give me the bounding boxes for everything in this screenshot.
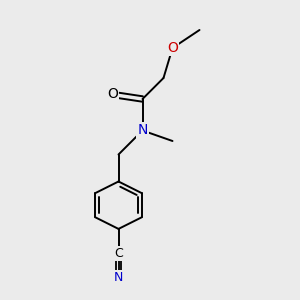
Text: N: N <box>137 124 148 137</box>
Text: O: O <box>107 88 118 101</box>
Text: N: N <box>114 271 123 284</box>
Text: C: C <box>114 247 123 260</box>
Text: O: O <box>167 41 178 55</box>
